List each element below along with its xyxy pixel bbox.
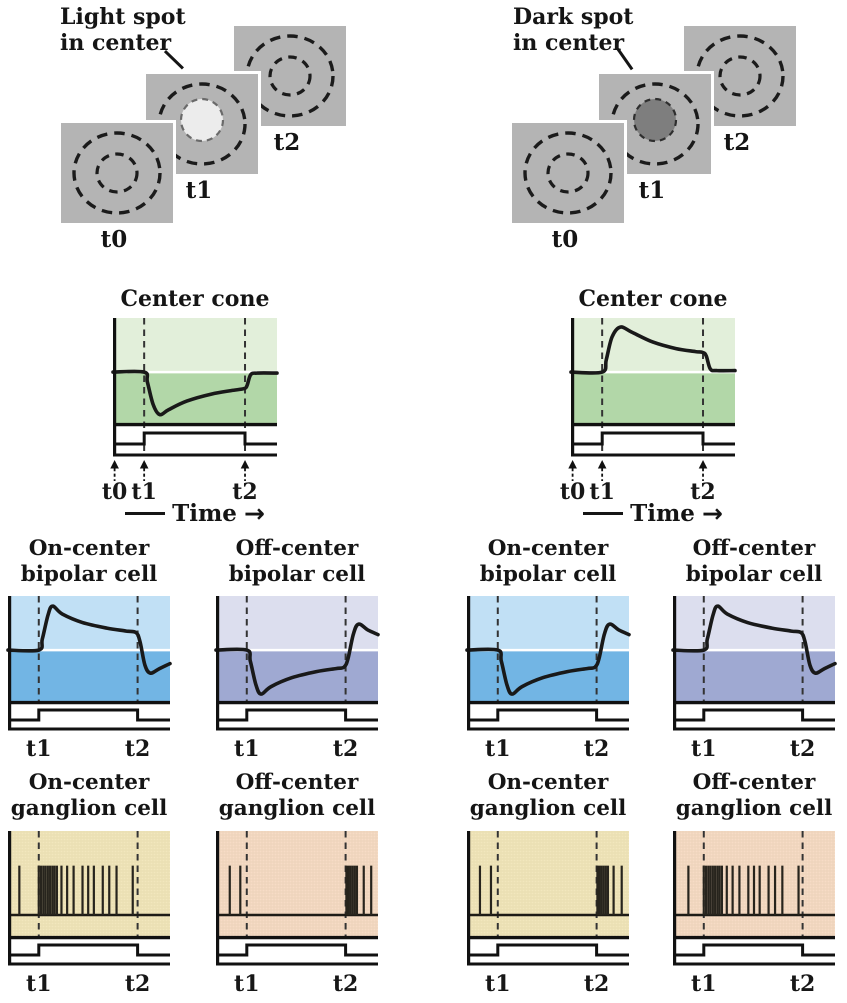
time-axis-right: Time → — [571, 498, 735, 528]
on-center-ganglion-title-dark: On-center ganglion cell — [469, 770, 627, 821]
svg-text:t2: t2 — [125, 971, 150, 997]
svg-text:t2: t2 — [690, 479, 715, 505]
svg-text:t1: t1 — [589, 479, 614, 505]
time-axis-label: Time — [630, 500, 695, 527]
svg-text:t1: t1 — [691, 736, 716, 762]
off-center-ganglion-title-light: Off-center ganglion cell — [218, 770, 376, 821]
svg-text:t2: t2 — [125, 736, 150, 762]
svg-text:t2: t2 — [584, 971, 609, 997]
time-axis-line — [583, 512, 624, 515]
svg-text:t2: t2 — [232, 479, 257, 505]
on-center-bipolar-title-light: On-center bipolar cell — [20, 536, 158, 587]
svg-text:t2: t2 — [790, 736, 815, 762]
off-center-bipolar-title-dark: Off-center bipolar cell — [685, 536, 823, 587]
dark-spot-stimulus — [632, 97, 678, 143]
svg-text:t0: t0 — [560, 479, 585, 505]
svg-text:t2: t2 — [790, 971, 815, 997]
time-arrow-icon: → — [701, 498, 723, 528]
frame-label-t1-light: t1 — [185, 177, 213, 204]
svg-text:t1: t1 — [26, 736, 51, 762]
frame-label-t1-dark: t1 — [638, 177, 666, 204]
off-center-bipolar-chart-light: t1 t2 — [214, 596, 380, 762]
frame-label-t0-light: t0 — [100, 226, 128, 253]
frame-label-t2-dark: t2 — [723, 129, 751, 156]
svg-text:t1: t1 — [691, 971, 716, 997]
off-center-ganglion-chart-dark: t1 t2 — [673, 831, 835, 997]
light-spot-label: Light spot in center — [60, 4, 186, 56]
on-center-ganglion-chart-light: t1 t2 — [8, 831, 170, 997]
center-cone-title-light: Center cone — [120, 286, 270, 312]
time-arrow-icon: → — [243, 498, 265, 528]
time-axis-line — [125, 512, 166, 515]
center-cone-chart-dark: t0 t1 t2 — [560, 318, 737, 505]
on-center-bipolar-chart-dark: t1 t2 — [465, 596, 631, 762]
svg-text:t1: t1 — [26, 971, 51, 997]
on-center-ganglion-chart-dark: t1 t2 — [467, 831, 629, 997]
on-center-bipolar-title-dark: On-center bipolar cell — [479, 536, 617, 587]
receptive-field-frame-t0-dark — [509, 120, 627, 226]
off-center-ganglion-title-dark: Off-center ganglion cell — [675, 770, 833, 821]
receptive-field-frame-t0-light — [58, 120, 176, 226]
on-center-bipolar-chart-light: t1 t2 — [6, 596, 172, 762]
dark-spot-label: Dark spot in center — [513, 4, 634, 56]
svg-text:t1: t1 — [131, 479, 156, 505]
center-cone-chart-light: t0 t1 t2 — [102, 318, 279, 505]
svg-text:t2: t2 — [333, 971, 358, 997]
svg-text:t1: t1 — [485, 971, 510, 997]
svg-text:t2: t2 — [584, 736, 609, 762]
off-center-ganglion-chart-light: t1 t2 — [216, 831, 378, 997]
light-spot-stimulus — [179, 97, 225, 143]
svg-text:t1: t1 — [485, 736, 510, 762]
svg-text:t0: t0 — [102, 479, 127, 505]
off-center-bipolar-title-light: Off-center bipolar cell — [228, 536, 366, 587]
svg-text:t1: t1 — [234, 971, 259, 997]
frame-label-t0-dark: t0 — [551, 226, 579, 253]
time-axis-label: Time — [172, 500, 237, 527]
off-center-bipolar-chart-dark: t1 t2 — [671, 596, 837, 762]
center-cone-title-dark: Center cone — [578, 286, 728, 312]
on-center-ganglion-title-light: On-center ganglion cell — [10, 770, 168, 821]
svg-text:t2: t2 — [333, 736, 358, 762]
frame-label-t2-light: t2 — [273, 129, 301, 156]
svg-text:t1: t1 — [234, 736, 259, 762]
time-axis-left: Time → — [113, 498, 277, 528]
